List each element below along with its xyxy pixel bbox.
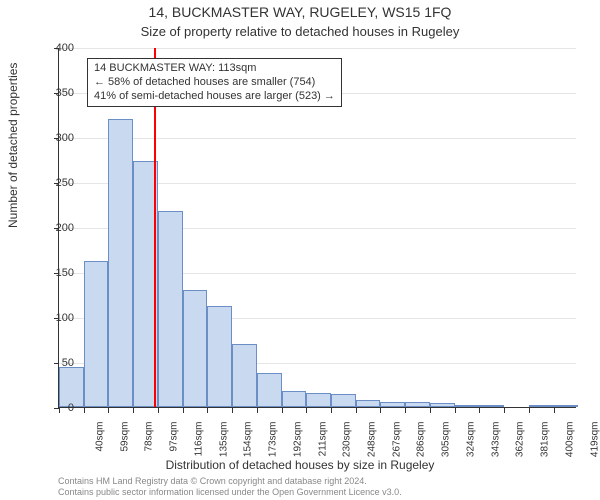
- histogram-bar: [84, 261, 109, 407]
- histogram-bar: [455, 405, 480, 407]
- xtick-mark: [183, 408, 184, 413]
- xtick-label: 362sqm: [515, 422, 526, 467]
- histogram-bar: [554, 405, 579, 407]
- xtick-mark: [529, 408, 530, 413]
- attribution-line: Contains public sector information licen…: [58, 487, 402, 498]
- xtick-label: 135sqm: [218, 422, 229, 467]
- xtick-mark: [257, 408, 258, 413]
- xtick-mark: [479, 408, 480, 413]
- histogram-bar: [183, 290, 208, 407]
- chart-subtitle: Size of property relative to detached ho…: [0, 24, 600, 39]
- xtick-mark: [430, 408, 431, 413]
- xtick-label: 248sqm: [367, 422, 378, 467]
- xtick-label: 343sqm: [490, 422, 501, 467]
- chart-container: 14, BUCKMASTER WAY, RUGELEY, WS15 1FQ Si…: [0, 0, 600, 500]
- y-axis-label: Number of detached properties: [6, 63, 20, 228]
- ytick-label: 0: [34, 402, 74, 414]
- xtick-mark: [232, 408, 233, 413]
- xtick-mark: [356, 408, 357, 413]
- xtick-label: 192sqm: [292, 422, 303, 467]
- ytick-label: 350: [34, 87, 74, 99]
- xtick-label: 78sqm: [144, 422, 155, 467]
- xtick-mark: [282, 408, 283, 413]
- xtick-label: 59sqm: [119, 422, 130, 467]
- xtick-mark: [84, 408, 85, 413]
- plot-area: 14 BUCKMASTER WAY: 113sqm← 58% of detach…: [58, 48, 576, 408]
- histogram-bar: [232, 344, 257, 407]
- xtick-label: 211sqm: [317, 422, 328, 467]
- ytick-label: 200: [34, 222, 74, 234]
- xtick-mark: [405, 408, 406, 413]
- xtick-mark: [158, 408, 159, 413]
- attribution-line: Contains HM Land Registry data © Crown c…: [58, 476, 402, 487]
- xtick-label: 40sqm: [95, 422, 106, 467]
- annotation-line: 14 BUCKMASTER WAY: 113sqm: [94, 62, 335, 76]
- histogram-bar: [331, 394, 356, 407]
- ytick-label: 300: [34, 132, 74, 144]
- xtick-label: 419sqm: [589, 422, 600, 467]
- ytick-label: 400: [34, 42, 74, 54]
- xtick-label: 173sqm: [268, 422, 279, 467]
- xtick-mark: [207, 408, 208, 413]
- annotation-box: 14 BUCKMASTER WAY: 113sqm← 58% of detach…: [87, 58, 342, 107]
- histogram-bar: [158, 211, 183, 407]
- ytick-label: 250: [34, 177, 74, 189]
- xtick-mark: [133, 408, 134, 413]
- xtick-label: 324sqm: [465, 422, 476, 467]
- xtick-label: 116sqm: [193, 422, 204, 467]
- annotation-line: 41% of semi-detached houses are larger (…: [94, 90, 335, 104]
- xtick-label: 154sqm: [243, 422, 254, 467]
- xtick-mark: [380, 408, 381, 413]
- histogram-bar: [108, 119, 133, 407]
- histogram-bar: [257, 373, 282, 407]
- xtick-label: 230sqm: [342, 422, 353, 467]
- histogram-bar: [479, 405, 504, 407]
- xtick-mark: [108, 408, 109, 413]
- histogram-bar: [529, 405, 554, 407]
- xtick-mark: [554, 408, 555, 413]
- xtick-label: 400sqm: [564, 422, 575, 467]
- gridline: [59, 138, 576, 139]
- ytick-label: 150: [34, 267, 74, 279]
- histogram-bar: [59, 367, 84, 408]
- histogram-bar: [405, 402, 430, 407]
- annotation-line: ← 58% of detached houses are smaller (75…: [94, 76, 335, 90]
- xtick-mark: [306, 408, 307, 413]
- xtick-label: 381sqm: [540, 422, 551, 467]
- xtick-mark: [455, 408, 456, 413]
- xtick-mark: [331, 408, 332, 413]
- xtick-label: 97sqm: [169, 422, 180, 467]
- xtick-label: 286sqm: [416, 422, 427, 467]
- histogram-bar: [207, 306, 232, 407]
- chart-title: 14, BUCKMASTER WAY, RUGELEY, WS15 1FQ: [0, 4, 600, 20]
- histogram-bar: [380, 402, 405, 407]
- ytick-label: 100: [34, 312, 74, 324]
- gridline: [59, 48, 576, 49]
- attribution-text: Contains HM Land Registry data © Crown c…: [58, 476, 402, 498]
- histogram-bar: [306, 393, 331, 407]
- xtick-label: 267sqm: [391, 422, 402, 467]
- histogram-bar: [430, 403, 455, 407]
- histogram-bar: [282, 391, 307, 407]
- xtick-label: 305sqm: [441, 422, 452, 467]
- histogram-bar: [356, 400, 381, 407]
- ytick-label: 50: [34, 357, 74, 369]
- xtick-mark: [504, 408, 505, 413]
